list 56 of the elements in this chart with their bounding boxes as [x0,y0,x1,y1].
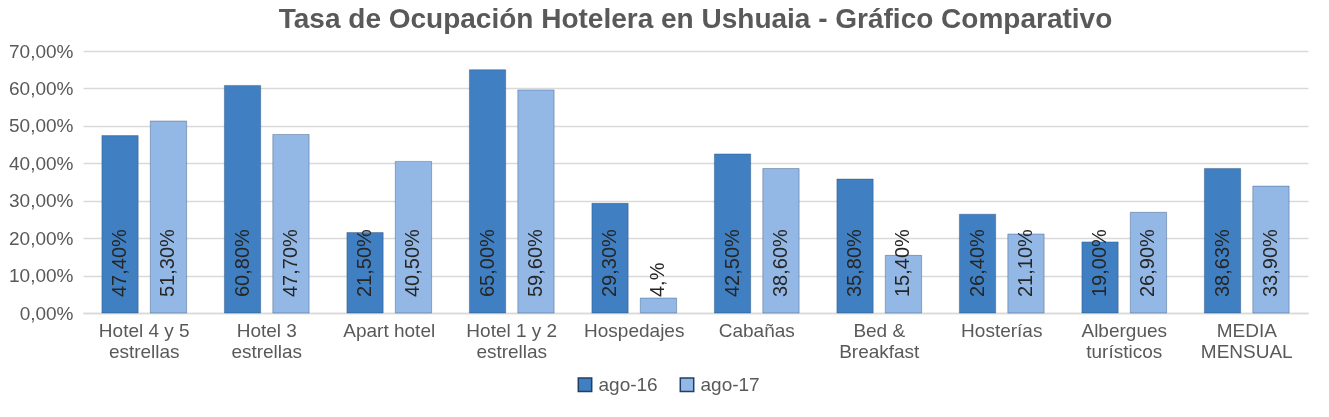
bar [714,153,751,314]
y-tick-label: 20,00% [9,227,74,249]
chart-title: Tasa de Ocupación Hotelera en Ushuaia - Gráfico Comparativo [278,3,1113,34]
data-label: 29,30% [598,228,621,297]
bar [469,69,506,314]
y-tick-label: 40,00% [9,152,74,174]
bar [1252,185,1290,314]
bar [272,134,310,314]
x-tick-label: Albergues turísticos [1081,319,1168,362]
bar [640,297,677,314]
x-tick-label: Apart hotel [343,319,436,341]
data-label: 38,63% [1210,228,1233,297]
x-tick-label: Hotel 1 y 2 estrellas [466,319,558,362]
bar [395,161,432,314]
data-label: 19,00% [1088,228,1111,297]
bar [591,203,629,314]
bar [836,178,874,314]
bar [517,89,555,314]
y-tick-label: 0,00% [19,302,74,324]
bar [150,120,187,314]
y-tick-label: 10,00% [9,265,74,287]
x-tick-label: MEDIA MENSUAL [1200,319,1293,362]
data-label: 4,% [646,262,669,297]
x-tick-label: Hotel 4 y 5 estrellas [98,319,190,362]
data-label: 47,40% [108,228,131,297]
data-label: 35,80% [843,228,866,297]
bar [1204,168,1241,314]
data-label: 26,90% [1136,228,1159,297]
y-tick-label: 60,00% [9,77,74,99]
data-label: 21,10% [1013,228,1036,297]
x-tick-label: Bed & Breakfast [839,319,921,362]
data-label: 42,50% [720,228,743,297]
y-tick-label: 30,00% [9,190,74,212]
x-tick-label: Cabañas [718,319,795,341]
data-label: 21,50% [353,228,376,297]
data-label: 38,60% [768,228,791,297]
data-label: 40,50% [401,228,424,297]
bar [224,85,261,314]
x-tick-label: Hotel 3 estrellas [231,319,303,362]
data-label: 47,70% [278,228,301,297]
y-tick-label: 50,00% [9,115,74,137]
bar [762,168,800,314]
data-label: 26,40% [965,228,988,297]
data-label: 15,40% [891,228,914,297]
data-label: 33,90% [1258,228,1281,297]
bar [346,232,384,314]
data-label: 59,60% [523,228,546,297]
data-label: 51,30% [156,228,179,297]
data-label: 60,80% [230,228,253,297]
x-tick-label: Hosterías [961,319,1043,341]
y-tick-label: 70,00% [9,40,74,62]
x-tick-label: Hospedajes [584,319,685,341]
legend-label: ago-16 [598,373,658,395]
data-label: 65,00% [475,228,498,297]
legend-label: ago-17 [700,373,760,395]
bar [101,135,139,314]
